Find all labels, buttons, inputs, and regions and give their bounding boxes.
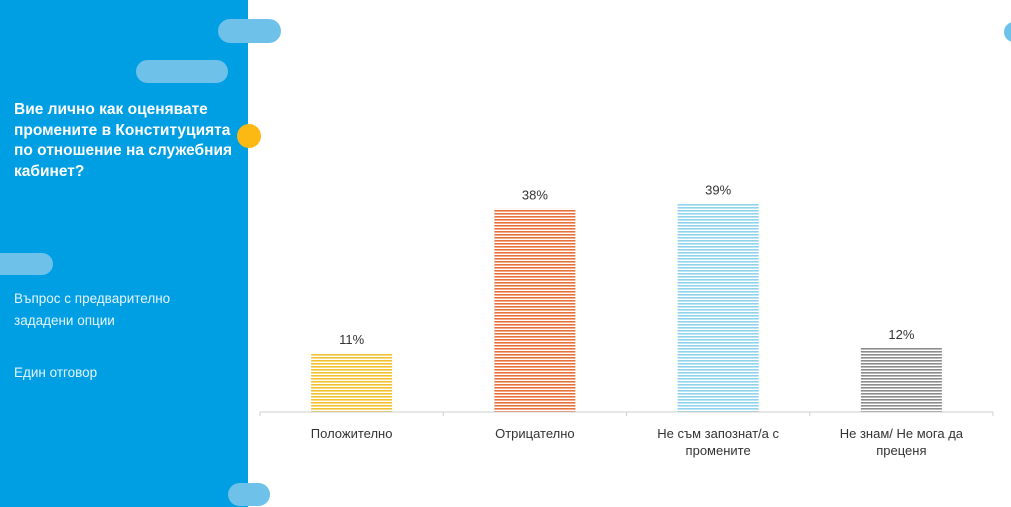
decor-pill-top bbox=[218, 19, 281, 43]
answer-type-note: Един отговор bbox=[14, 365, 98, 380]
value-label-2: 38% bbox=[522, 188, 548, 203]
value-label-3: 39% bbox=[705, 182, 731, 197]
labels-layer: 11% Положително 38% Отрицателно 39% Не съм за… bbox=[311, 182, 964, 458]
decor-pill-middle bbox=[0, 253, 53, 275]
value-label-4: 12% bbox=[888, 327, 914, 342]
bar-4 bbox=[860, 347, 942, 412]
bars-layer bbox=[311, 203, 942, 412]
bar-3 bbox=[677, 203, 759, 412]
decor-pill-bottom bbox=[228, 483, 270, 506]
category-label-2: Отрицателно bbox=[495, 426, 575, 441]
axis-ticks-layer bbox=[259, 412, 994, 416]
value-label-1: 11% bbox=[339, 332, 364, 347]
bar-1 bbox=[311, 353, 393, 412]
decor-dot-edge bbox=[1004, 22, 1011, 42]
category-label-3: Не съм запознат/а с промените bbox=[657, 426, 779, 458]
decor-dot-yellow bbox=[237, 124, 261, 148]
category-label-1: Положително bbox=[311, 426, 393, 441]
question-type-note: Въпрос с предварително зададени опции bbox=[14, 291, 171, 328]
decor-pill-upper bbox=[136, 60, 228, 83]
category-label-4: Не знам/ Не мога да преценя bbox=[840, 426, 964, 458]
question-text: Вие лично как оценявате промените в Конс… bbox=[14, 101, 233, 180]
bar-2 bbox=[494, 208, 576, 412]
